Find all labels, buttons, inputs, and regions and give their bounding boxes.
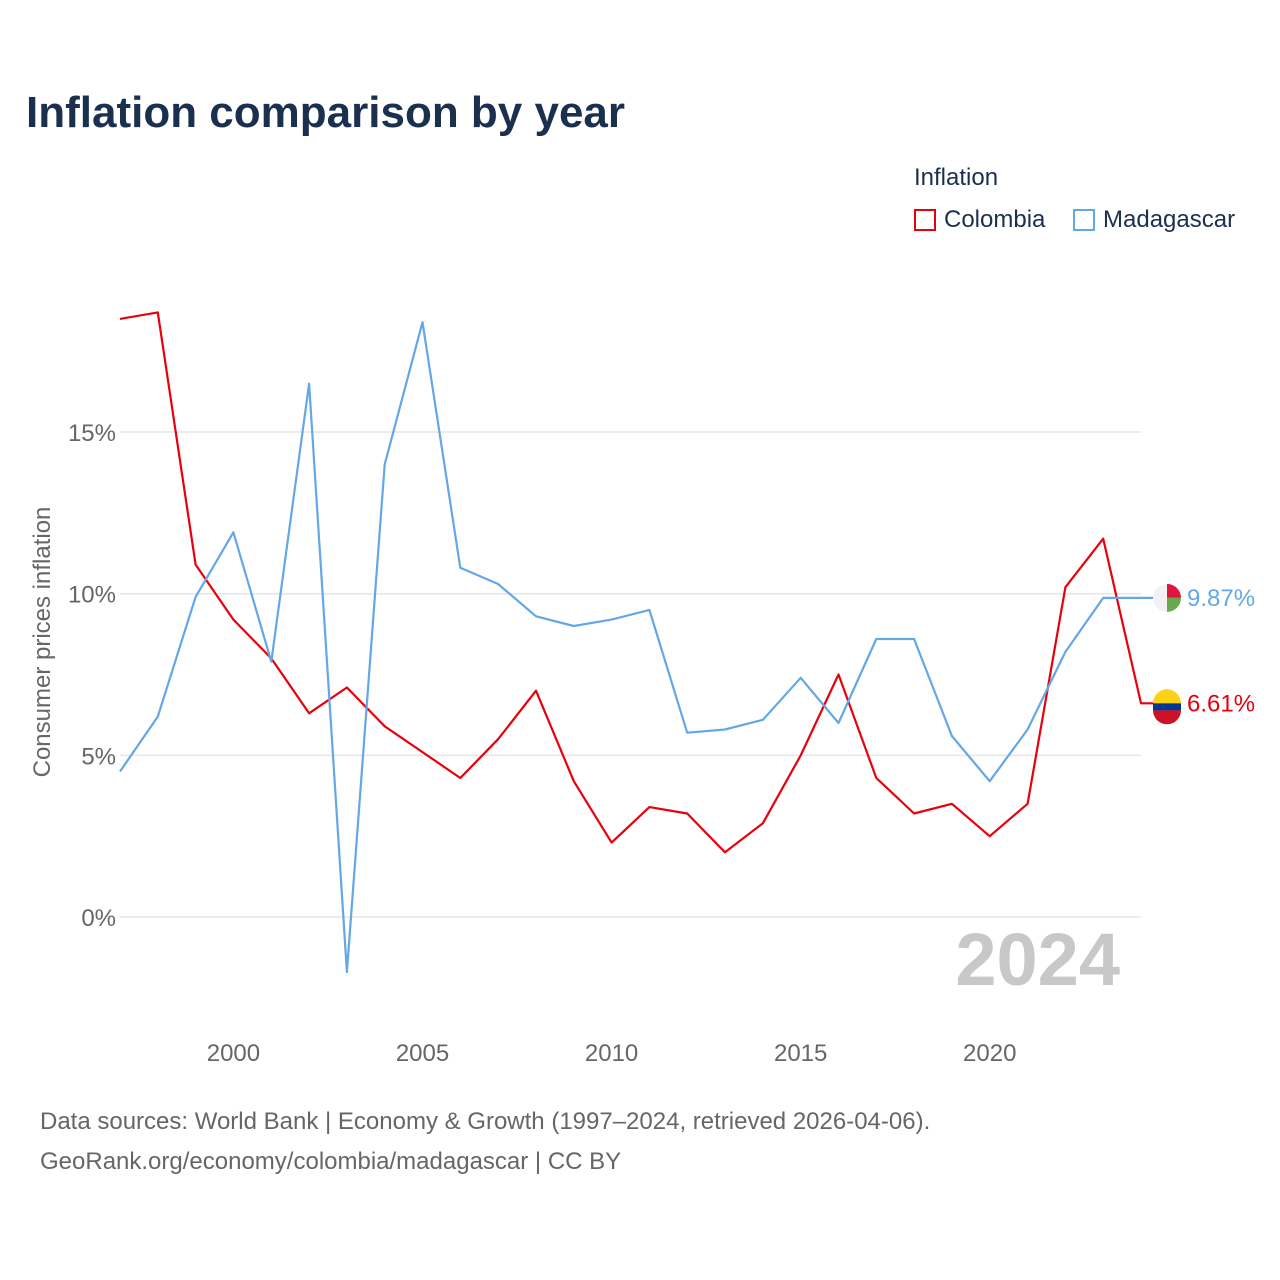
flag-icon-colombia bbox=[1153, 689, 1181, 725]
y-tick-label-15: 15% bbox=[68, 420, 116, 447]
footer-sources: Data sources: World Bank | Economy & Gro… bbox=[40, 1108, 931, 1135]
legend-item-madagascar[interactable]: Madagascar bbox=[1073, 205, 1235, 235]
y-tick-label-0: 0% bbox=[81, 905, 116, 932]
legend-label-madagascar: Madagascar bbox=[1103, 206, 1236, 233]
chart-title: Inflation comparison by year bbox=[26, 88, 626, 137]
y-axis-title: Consumer prices inflation bbox=[29, 507, 56, 778]
y-tick-label-10: 10% bbox=[68, 582, 116, 609]
flag-stripe-yellow bbox=[1153, 689, 1181, 704]
legend-item-colombia[interactable]: Colombia bbox=[914, 205, 1045, 235]
x-tick-label-2005: 2005 bbox=[396, 1040, 449, 1067]
flag-stripe-blue bbox=[1153, 703, 1181, 711]
legend-swatch-colombia bbox=[914, 209, 936, 231]
flag-stripe-blue-edge bbox=[1153, 708, 1181, 711]
footer-attribution: GeoRank.org/economy/colombia/madagascar … bbox=[40, 1148, 622, 1175]
series-line-colombia bbox=[119, 311, 1154, 854]
flag-icon-madagascar bbox=[1153, 583, 1181, 612]
legend-title: Inflation bbox=[914, 164, 999, 191]
x-tick-label-2015: 2015 bbox=[774, 1040, 827, 1067]
year-watermark: 2024 bbox=[955, 918, 1120, 1001]
flag-band-red bbox=[1167, 583, 1181, 598]
flag-band-green bbox=[1167, 597, 1181, 612]
y-tick-label-5: 5% bbox=[81, 743, 116, 770]
x-tick-label-2020: 2020 bbox=[963, 1040, 1016, 1067]
legend-label-colombia: Colombia bbox=[944, 206, 1046, 233]
x-tick-label-2010: 2010 bbox=[585, 1040, 638, 1067]
x-tick-label-2000: 2000 bbox=[207, 1040, 260, 1067]
legend-swatch-madagascar bbox=[1073, 209, 1095, 231]
flag-band-white bbox=[1153, 583, 1167, 612]
end-label-madagascar: 9.87% bbox=[1187, 585, 1255, 612]
end-label-colombia: 6.61% bbox=[1187, 690, 1255, 717]
flag-stripe-red bbox=[1153, 710, 1181, 725]
series-line-madagascar bbox=[119, 321, 1154, 974]
